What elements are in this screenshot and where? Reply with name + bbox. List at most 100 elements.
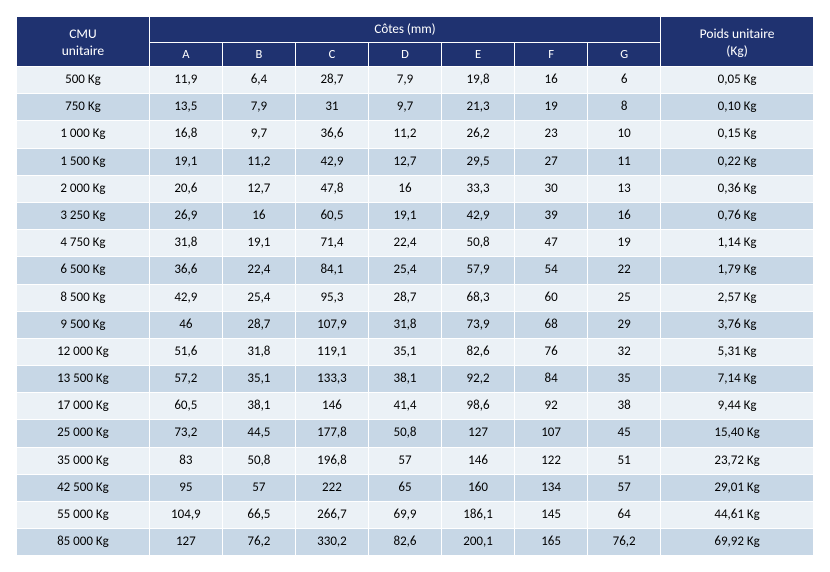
cell-dim-G: 16 [588, 202, 661, 229]
table-body: 500 Kg11,96,428,77,919,81660,05 Kg750 Kg… [17, 67, 814, 556]
cell-dim-C: 36,6 [295, 121, 368, 148]
cell-cmu: 6 500 Kg [17, 257, 150, 284]
cell-dim-D: 28,7 [368, 284, 441, 311]
cell-dim-G: 22 [588, 257, 661, 284]
cell-dim-C: 42,9 [295, 148, 368, 175]
cell-dim-D: 38,1 [368, 366, 441, 393]
cell-dim-G: 13 [588, 175, 661, 202]
cell-cmu: 1 500 Kg [17, 148, 150, 175]
cell-dim-E: 68,3 [442, 284, 515, 311]
cell-dim-G: 29 [588, 311, 661, 338]
cell-dim-F: 16 [515, 67, 588, 94]
cell-cmu: 750 Kg [17, 94, 150, 121]
cell-dim-A: 83 [149, 447, 222, 474]
cell-poids: 0,10 Kg [661, 94, 814, 121]
cell-poids: 0,22 Kg [661, 148, 814, 175]
cell-dim-F: 23 [515, 121, 588, 148]
cell-dim-E: 146 [442, 447, 515, 474]
cell-poids: 23,72 Kg [661, 447, 814, 474]
cell-cmu: 9 500 Kg [17, 311, 150, 338]
header-poids: Poids unitaire (Kg) [661, 17, 814, 67]
cell-poids: 0,36 Kg [661, 175, 814, 202]
cell-dim-A: 127 [149, 529, 222, 556]
cell-dim-B: 16 [222, 202, 295, 229]
cell-dim-C: 60,5 [295, 202, 368, 229]
cell-dim-C: 177,8 [295, 420, 368, 447]
cell-poids: 1,14 Kg [661, 230, 814, 257]
cell-dim-A: 73,2 [149, 420, 222, 447]
cell-poids: 29,01 Kg [661, 474, 814, 501]
cell-dim-G: 11 [588, 148, 661, 175]
header-cotes: Côtes (mm) [149, 17, 660, 43]
cell-dim-F: 134 [515, 474, 588, 501]
cell-dim-C: 119,1 [295, 338, 368, 365]
cell-dim-B: 31,8 [222, 338, 295, 365]
cell-dim-B: 12,7 [222, 175, 295, 202]
cell-cmu: 42 500 Kg [17, 474, 150, 501]
cell-dim-A: 13,5 [149, 94, 222, 121]
cell-cmu: 2 000 Kg [17, 175, 150, 202]
cell-dim-B: 66,5 [222, 502, 295, 529]
cell-dim-E: 29,5 [442, 148, 515, 175]
cell-cmu: 55 000 Kg [17, 502, 150, 529]
cell-dim-C: 28,7 [295, 67, 368, 94]
cell-dim-D: 41,4 [368, 393, 441, 420]
cell-dim-A: 31,8 [149, 230, 222, 257]
header-cmu: CMU unitaire [17, 17, 150, 67]
cell-dim-D: 69,9 [368, 502, 441, 529]
cell-dim-C: 330,2 [295, 529, 368, 556]
cell-dim-E: 127 [442, 420, 515, 447]
cell-poids: 7,14 Kg [661, 366, 814, 393]
cell-dim-B: 22,4 [222, 257, 295, 284]
cell-dim-B: 35,1 [222, 366, 295, 393]
header-dim-F: F [515, 43, 588, 67]
cell-dim-B: 76,2 [222, 529, 295, 556]
cell-cmu: 35 000 Kg [17, 447, 150, 474]
cell-dim-C: 222 [295, 474, 368, 501]
table-header: CMU unitaire Côtes (mm) Poids unitaire (… [17, 17, 814, 67]
cell-dim-B: 19,1 [222, 230, 295, 257]
cell-dim-E: 57,9 [442, 257, 515, 284]
cell-dim-E: 42,9 [442, 202, 515, 229]
cell-dim-A: 95 [149, 474, 222, 501]
cell-cmu: 25 000 Kg [17, 420, 150, 447]
cell-dim-B: 50,8 [222, 447, 295, 474]
cell-dim-A: 42,9 [149, 284, 222, 311]
cell-dim-F: 107 [515, 420, 588, 447]
cell-dim-B: 38,1 [222, 393, 295, 420]
cell-dim-E: 200,1 [442, 529, 515, 556]
cell-dim-F: 145 [515, 502, 588, 529]
cell-dim-G: 35 [588, 366, 661, 393]
table-row: 9 500 Kg4628,7107,931,873,968293,76 Kg [17, 311, 814, 338]
table-row: 55 000 Kg104,966,5266,769,9186,11456444,… [17, 502, 814, 529]
table-row: 35 000 Kg8350,8196,8571461225123,72 Kg [17, 447, 814, 474]
cell-dim-G: 45 [588, 420, 661, 447]
cell-dim-A: 51,6 [149, 338, 222, 365]
cell-dim-F: 39 [515, 202, 588, 229]
cell-poids: 1,79 Kg [661, 257, 814, 284]
cell-dim-E: 73,9 [442, 311, 515, 338]
table-row: 3 250 Kg26,91660,519,142,939160,76 Kg [17, 202, 814, 229]
cell-dim-B: 28,7 [222, 311, 295, 338]
cell-dim-F: 54 [515, 257, 588, 284]
cell-dim-G: 76,2 [588, 529, 661, 556]
cell-dim-B: 57 [222, 474, 295, 501]
cell-dim-F: 60 [515, 284, 588, 311]
header-dim-E: E [442, 43, 515, 67]
cell-dim-G: 51 [588, 447, 661, 474]
table-row: 6 500 Kg36,622,484,125,457,954221,79 Kg [17, 257, 814, 284]
cell-cmu: 1 000 Kg [17, 121, 150, 148]
cell-poids: 5,31 Kg [661, 338, 814, 365]
cell-dim-E: 33,3 [442, 175, 515, 202]
cell-dim-B: 7,9 [222, 94, 295, 121]
cell-dim-D: 16 [368, 175, 441, 202]
cell-dim-G: 38 [588, 393, 661, 420]
cell-cmu: 8 500 Kg [17, 284, 150, 311]
cell-dim-F: 76 [515, 338, 588, 365]
cell-dim-A: 46 [149, 311, 222, 338]
cell-poids: 15,40 Kg [661, 420, 814, 447]
table-row: 25 000 Kg73,244,5177,850,81271074515,40 … [17, 420, 814, 447]
cell-dim-A: 36,6 [149, 257, 222, 284]
cell-dim-A: 11,9 [149, 67, 222, 94]
cell-dim-E: 98,6 [442, 393, 515, 420]
